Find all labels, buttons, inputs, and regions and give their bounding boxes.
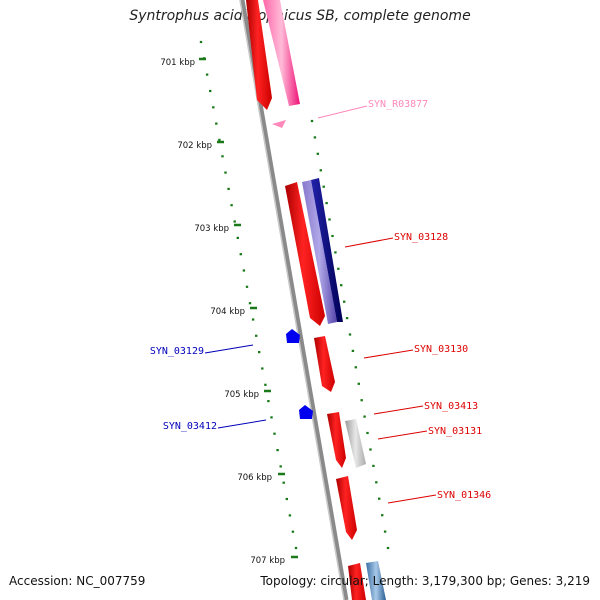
- gene-arrow-red-03128[interactable]: [285, 182, 325, 326]
- gene-label-syn-03130[interactable]: SYN_03130: [414, 344, 468, 355]
- outer-tick-dots: [310, 119, 390, 550]
- gene-arrow-red-03130[interactable]: [314, 336, 335, 392]
- tick-705: 705 kbp: [224, 389, 271, 400]
- tick-label-703: 703 kbp: [194, 224, 229, 234]
- rrna-marker-pink[interactable]: [272, 120, 286, 128]
- tick-703: 703 kbp: [194, 223, 241, 234]
- accession-text: Accession: NC_007759: [9, 574, 146, 588]
- gene-arrow-pink-top[interactable]: [263, 0, 300, 106]
- gene-label-syn-03131[interactable]: SYN_03131: [428, 426, 482, 437]
- gene-arrow-red-top[interactable]: [246, 0, 272, 110]
- gene-arrow-blue-03129[interactable]: [286, 329, 300, 343]
- tick-label-704: 704 kbp: [210, 307, 245, 317]
- tick-706: 706 kbp: [237, 472, 285, 483]
- tick-label-702: 702 kbp: [177, 141, 212, 151]
- gene-arrow-gray-03131[interactable]: [345, 419, 366, 468]
- tick-701: 701 kbp: [160, 57, 206, 68]
- gene-arrow-purple-03128[interactable]: [302, 180, 337, 324]
- gene-label-syn-03129[interactable]: SYN_03129: [150, 346, 204, 357]
- gene-arrow-blue-03412[interactable]: [299, 405, 313, 419]
- gene-arrow-steel-bottom[interactable]: [366, 561, 386, 600]
- tick-702: 702 kbp: [177, 140, 224, 151]
- genome-summary-text: Topology: circular; Length: 3,179,300 bp…: [260, 574, 590, 588]
- gene-label-syn-03413[interactable]: SYN_03413: [424, 401, 478, 412]
- map-title: Syntrophus aciditrophicus SB, complete g…: [129, 8, 471, 24]
- leader-lines: [204, 105, 437, 504]
- gene-label-syn-r03877[interactable]: SYN_R03877: [368, 99, 428, 110]
- tick-707: 707 kbp: [250, 555, 298, 566]
- gene-arrow-red-bottom[interactable]: [348, 563, 366, 600]
- tick-label-701: 701 kbp: [160, 58, 195, 68]
- tick-label-707: 707 kbp: [250, 556, 285, 566]
- gene-arrow-red-01346[interactable]: [336, 476, 357, 540]
- tick-label-705: 705 kbp: [224, 390, 259, 400]
- gene-arrow-red-03413[interactable]: [327, 412, 346, 468]
- tick-label-706: 706 kbp: [237, 473, 272, 483]
- gene-label-syn-03128[interactable]: SYN_03128: [394, 232, 448, 243]
- gene-label-syn-03412[interactable]: SYN_03412: [163, 421, 217, 432]
- gene-label-syn-01346[interactable]: SYN_01346: [437, 490, 491, 501]
- tick-704: 704 kbp: [210, 306, 257, 317]
- gene-arrow-navy-03128[interactable]: [311, 178, 343, 322]
